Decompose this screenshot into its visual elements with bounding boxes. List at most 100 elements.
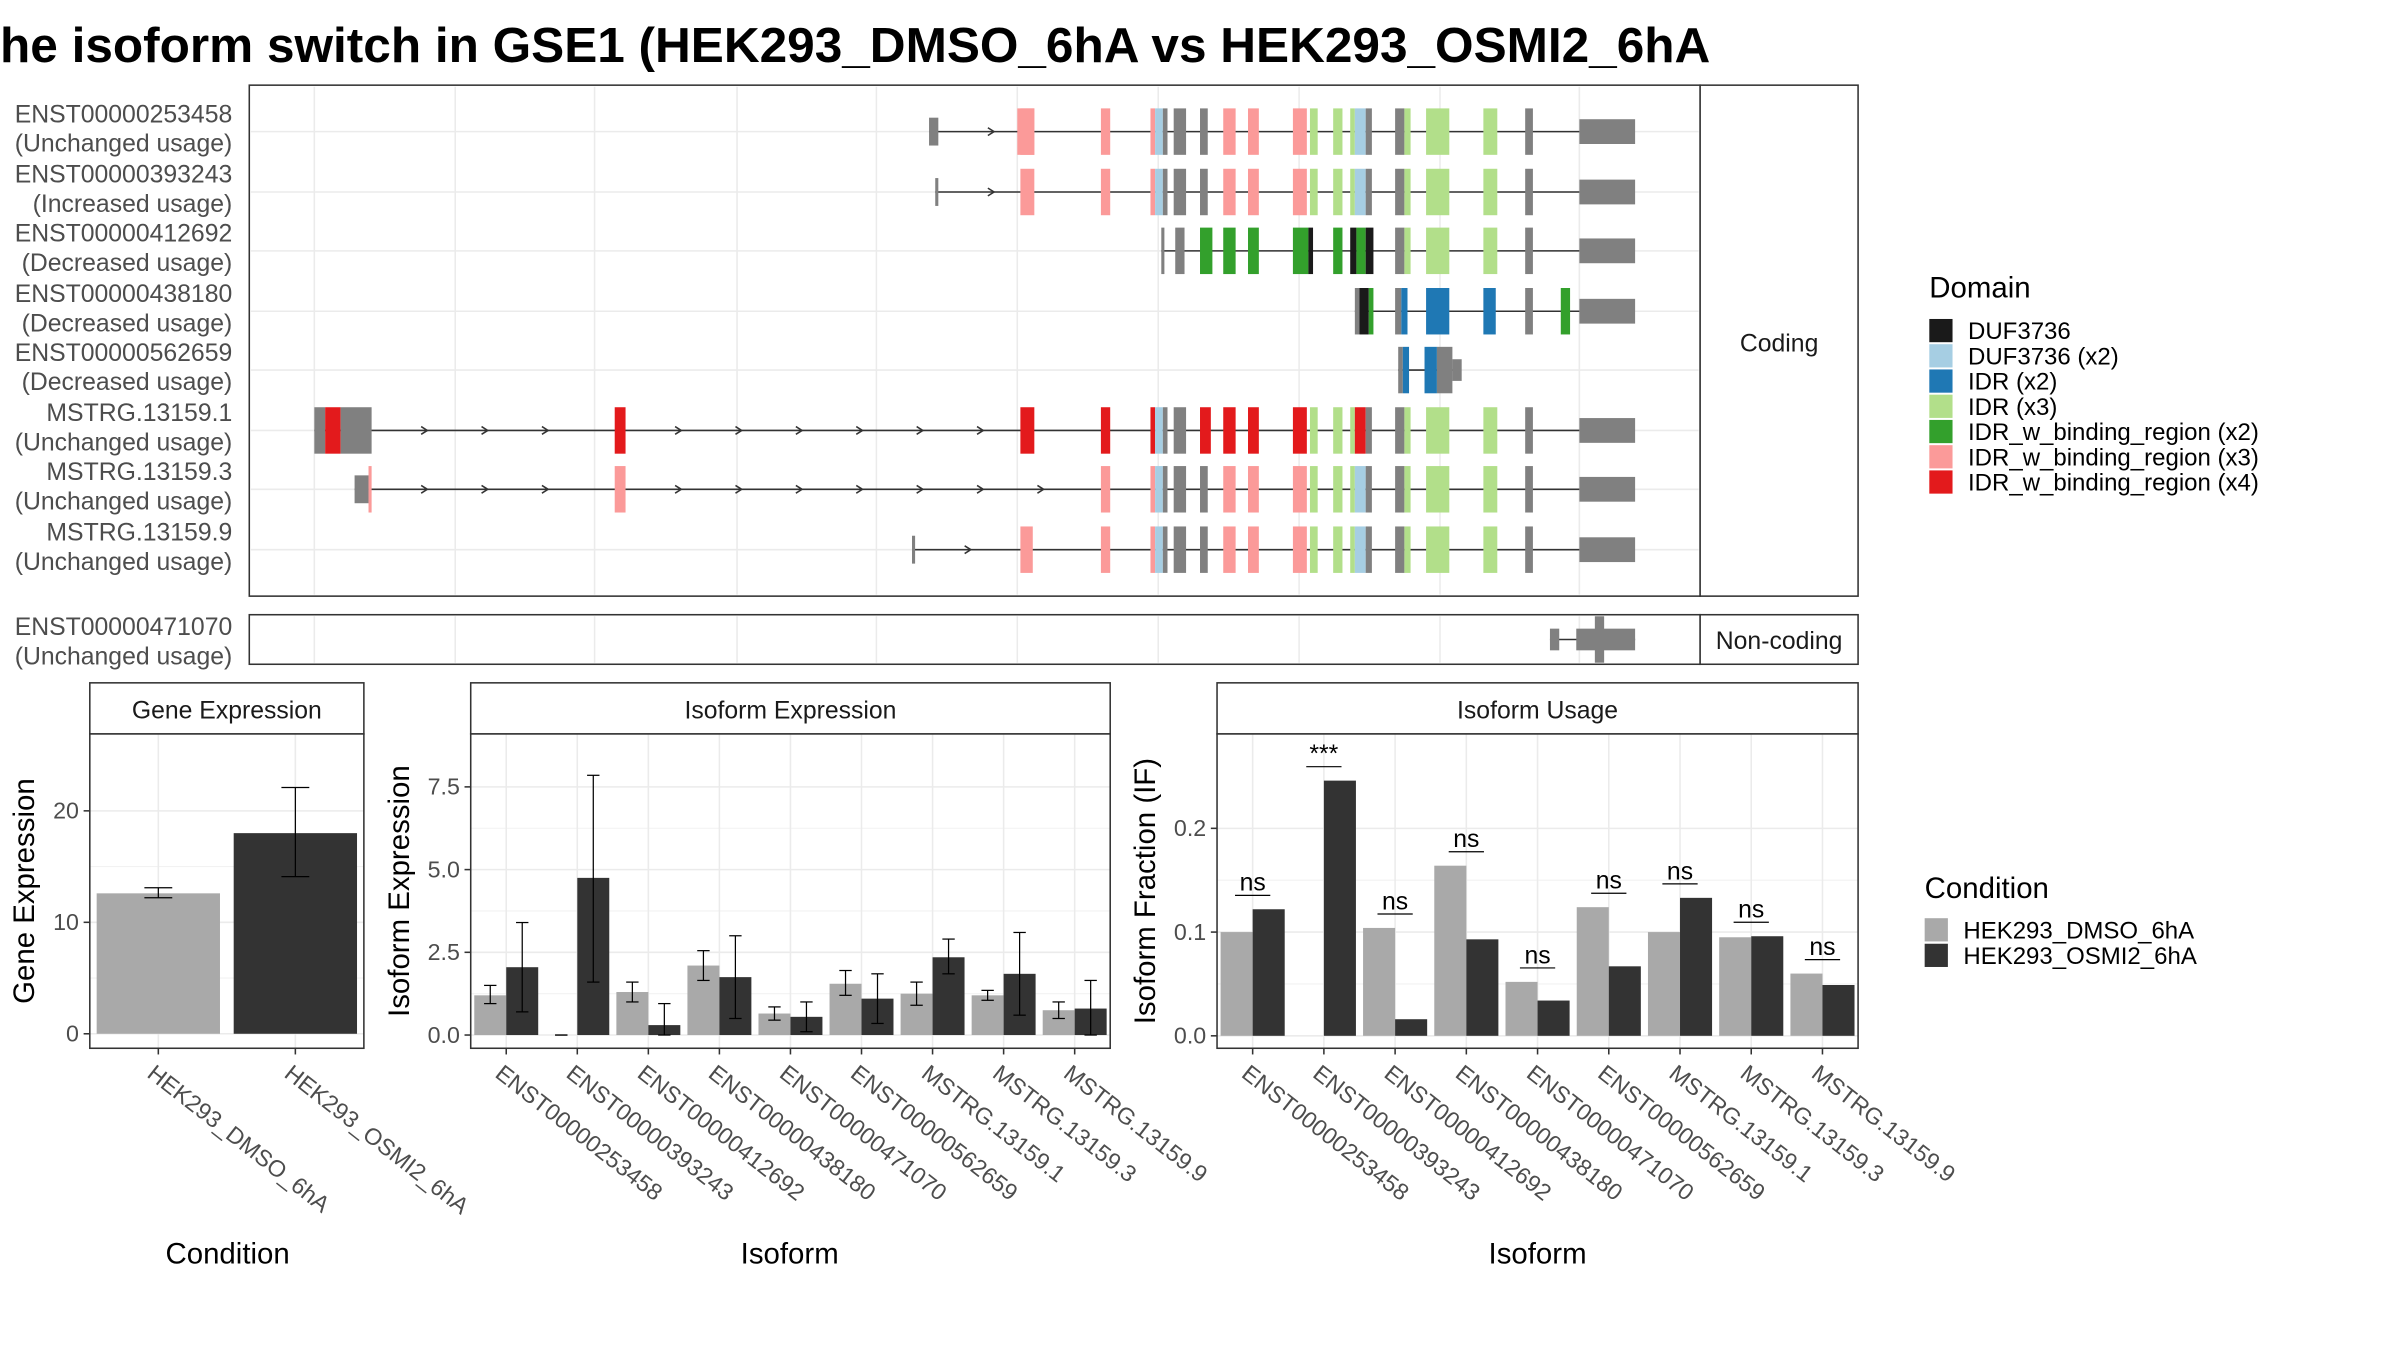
exon-block — [1173, 466, 1187, 513]
utr3-block — [1579, 298, 1636, 324]
y-tick-label: 0 — [66, 1021, 79, 1047]
exon-block — [1525, 108, 1533, 155]
transcript-row: MSTRG.13159.9 (Unchanged usage) — [15, 519, 1636, 576]
exon-block — [1525, 227, 1533, 275]
exon-block — [1333, 407, 1343, 454]
direction-arrow — [855, 484, 864, 494]
panel-title: Isoform Usage — [1457, 697, 1618, 724]
y-tick-label: 2.5 — [428, 939, 460, 965]
exon-block — [1404, 227, 1411, 275]
y-tick-label: 0.0 — [428, 1022, 460, 1048]
transcript-usage: (Unchanged usage) — [15, 430, 233, 457]
exon-block — [1365, 526, 1372, 573]
utr3-block — [1579, 537, 1636, 563]
exon-block — [1200, 108, 1208, 155]
exon-block — [1404, 466, 1411, 513]
exon-block — [1483, 108, 1498, 155]
exon-block — [1368, 288, 1374, 335]
bar — [1220, 932, 1253, 1036]
exon-block — [1309, 466, 1318, 513]
x-axis-title: Isoform — [1489, 1237, 1587, 1270]
exon-block — [1426, 227, 1450, 275]
noncoding-row: ENST00000471070(Unchanged usage) — [15, 614, 1636, 670]
transcript-id: MSTRG.13159.9 — [46, 519, 232, 546]
coding-strip — [1699, 84, 1859, 597]
domain-legend-title: Domain — [1929, 271, 2030, 304]
exon-block — [1365, 407, 1372, 454]
exon-block — [1200, 168, 1208, 216]
exon-block — [1162, 466, 1168, 513]
transcript-row: ENST00000412692(Decreased usage) — [15, 221, 1636, 277]
exon-block — [1155, 108, 1163, 155]
transcript-usage: (Unchanged usage) — [15, 549, 233, 576]
bar — [758, 1013, 791, 1036]
exon-block — [1100, 466, 1111, 513]
x-axis-title: Condition — [165, 1237, 289, 1270]
bar — [96, 893, 220, 1034]
exon-block — [1426, 168, 1450, 216]
exon-block — [1333, 466, 1343, 513]
utr3-block — [1452, 359, 1462, 381]
figure-title: he isoform switch in GSE1 (HEK293_DMSO_6… — [0, 18, 1710, 73]
domain-legend-swatch — [1929, 369, 1953, 393]
bar — [971, 995, 1004, 1036]
domain-legend-label: DUF3736 (x2) — [1968, 343, 2119, 370]
exon-block — [1525, 288, 1533, 335]
exon-block — [1436, 346, 1453, 394]
exon-block — [1365, 108, 1372, 155]
y-tick-label: 10 — [53, 909, 79, 935]
direction-arrow — [674, 425, 683, 435]
domain-legend-label: IDR_w_binding_region (x4) — [1968, 470, 2259, 497]
exon-block — [1525, 466, 1533, 513]
bar-panel: Isoform Usage ns *** ns ns ns ns ns ns ns 0.0 0.1 0.… — [1129, 682, 1960, 1270]
direction-arrow — [481, 484, 490, 494]
exon-block — [1350, 526, 1355, 573]
exon-block — [1155, 168, 1163, 216]
condition-legend-title: Condition — [1925, 872, 2049, 905]
transcript-usage: (Unchanged usage) — [15, 131, 233, 158]
exon-block — [1162, 108, 1168, 155]
exon-block — [1333, 227, 1343, 275]
exon-block — [1365, 168, 1372, 216]
exon-block — [1175, 227, 1185, 275]
expression-panels: Gene Expression01020HEK293_DMSO_6hAHEK29… — [8, 682, 1960, 1270]
transcript-id: ENST00000412692 — [15, 221, 233, 248]
exon-block — [354, 475, 369, 504]
exon-block — [1173, 108, 1187, 155]
exon-block — [1248, 466, 1259, 513]
exon-block — [1248, 526, 1259, 573]
bar — [1363, 927, 1396, 1036]
exon-block — [1292, 108, 1307, 155]
exon-block — [1483, 526, 1498, 573]
exon-block — [1173, 526, 1187, 573]
direction-arrow — [795, 425, 804, 435]
exon-block — [1404, 407, 1411, 454]
exon-block — [1309, 168, 1318, 216]
exon-block — [1292, 407, 1307, 454]
exon-block — [1402, 346, 1410, 394]
exon-block — [1248, 108, 1259, 155]
exon-block — [1356, 227, 1366, 275]
direction-arrow — [481, 425, 490, 435]
exon-block — [1483, 407, 1498, 454]
exon-block — [1395, 526, 1405, 573]
exon-block — [1365, 227, 1374, 275]
y-axis-title: Gene Expression — [8, 778, 41, 1004]
domain-legend-swatch — [1929, 445, 1953, 469]
exon-block — [1162, 407, 1168, 454]
significance-label: ns — [1453, 826, 1479, 853]
exon-block — [1200, 466, 1208, 513]
exon-block — [1308, 227, 1314, 275]
exon-block — [314, 407, 326, 454]
exon-block — [1150, 407, 1156, 454]
direction-arrow — [976, 484, 985, 494]
exon-block — [1292, 526, 1307, 573]
exon-block — [1248, 407, 1259, 454]
exon-block — [1248, 227, 1259, 275]
exon-block — [1426, 407, 1450, 454]
exon-block — [1150, 108, 1156, 155]
y-tick-label: 0.2 — [1174, 815, 1206, 841]
exon-block — [1161, 227, 1165, 275]
bar — [1434, 865, 1467, 1036]
